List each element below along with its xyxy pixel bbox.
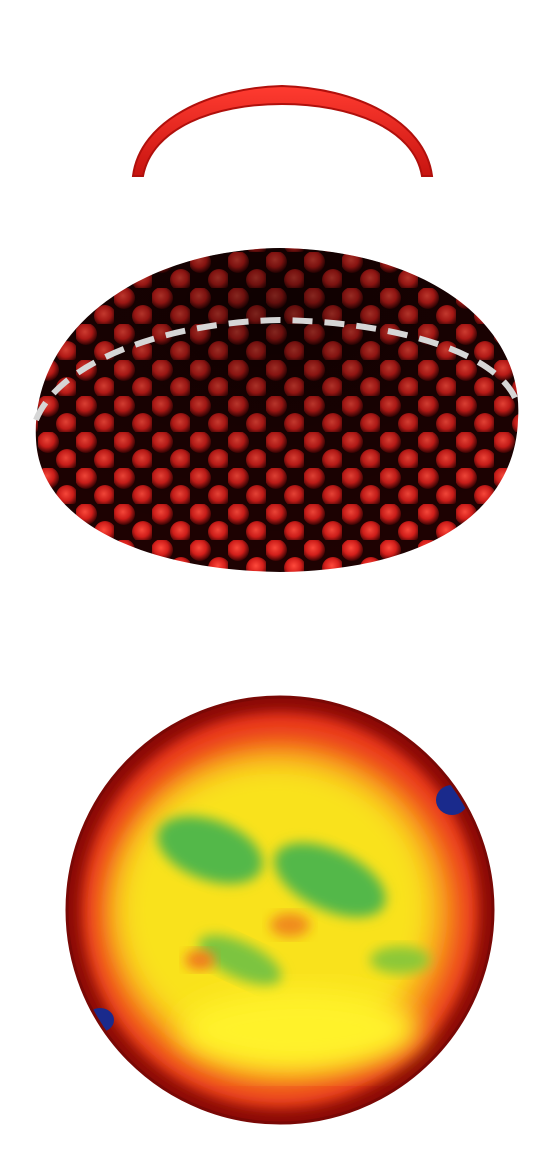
top-arc — [131, 84, 434, 177]
heatmap-disc — [67, 697, 493, 1123]
dome — [35, 248, 519, 572]
dashed-line — [33, 316, 519, 422]
disc-rim — [65, 695, 495, 1125]
